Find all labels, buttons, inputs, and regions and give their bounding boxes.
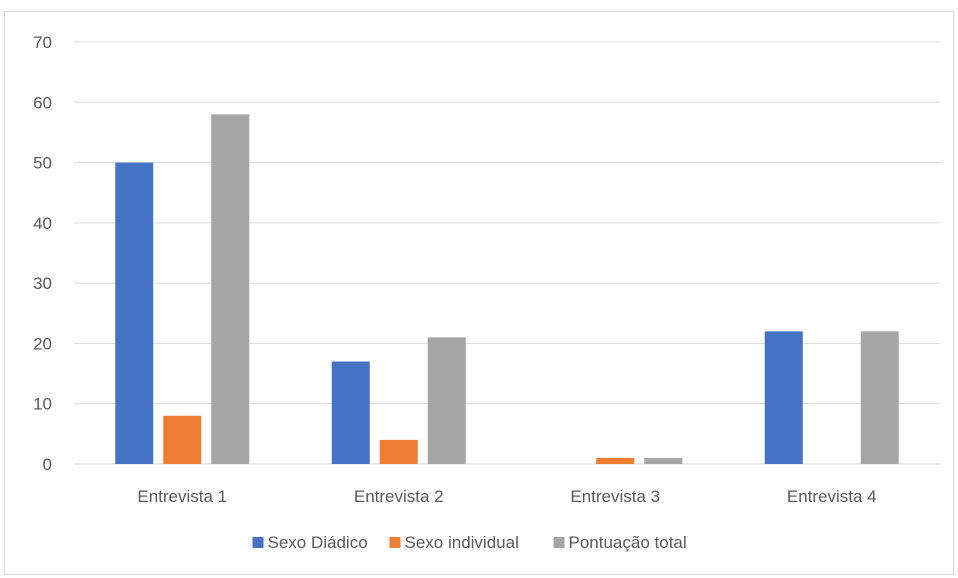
legend-swatch-2 [389,537,401,548]
y-tick-label: 30 [33,274,52,293]
x-tick-label: Entrevista 4 [787,487,877,506]
bar-3-1 [211,114,250,464]
y-tick-label: 10 [33,395,52,414]
legend: Sexo Diádico Sexo individual Pontuação tot… [252,533,687,552]
gridlines [74,41,940,465]
y-tick-label: 0 [43,455,52,474]
bar-2-1 [163,415,202,464]
y-tick-label: 70 [33,33,52,52]
bar-3-4 [860,331,899,464]
bar-3-3 [644,457,683,464]
y-axis-ticks: 0 10 20 30 40 50 60 70 [33,33,52,474]
bar-1-1 [115,162,154,465]
x-tick-label: Entrevista 3 [570,487,660,506]
bar-1-2 [331,361,370,464]
bar-3-2 [427,337,466,464]
y-tick-label: 40 [33,214,52,233]
bars [115,114,899,465]
chart-frame [4,11,954,575]
y-tick-label: 20 [33,334,52,353]
x-axis-ticks: Entrevista 1 Entrevista 2 Entrevista 3 Entr… [137,487,876,506]
legend-label-2: Sexo individual [405,533,519,552]
bar-2-3 [596,457,635,464]
x-tick-label: Entrevista 1 [137,487,227,506]
x-tick-label: Entrevista 2 [354,487,444,506]
y-tick-label: 60 [33,93,52,112]
legend-label-1: Sexo Diádico [268,533,368,552]
legend-swatch-1 [252,537,264,548]
bar-1-4 [764,331,803,464]
legend-swatch-3 [553,537,565,548]
y-tick-label: 50 [33,154,52,173]
legend-label-3: Pontuação total [569,533,687,552]
bar-2-2 [379,439,418,464]
